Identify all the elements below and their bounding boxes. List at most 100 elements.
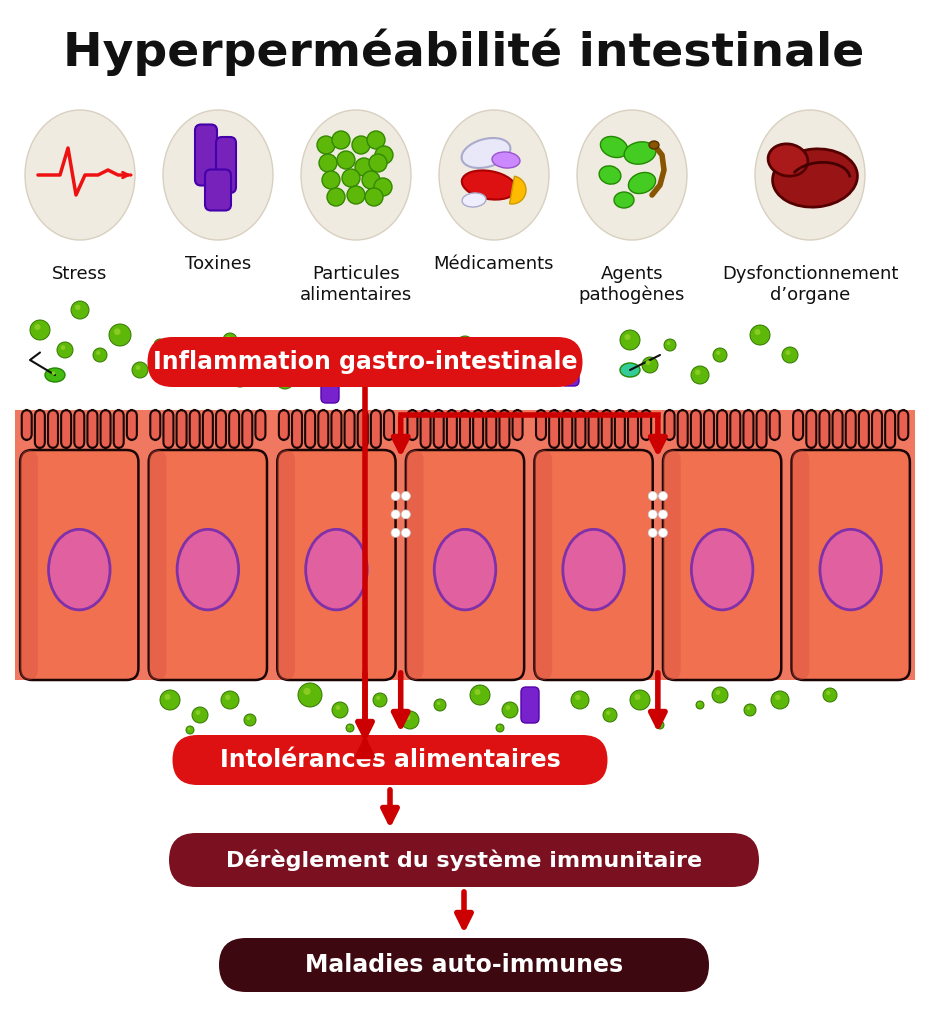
FancyBboxPatch shape (321, 367, 339, 403)
Circle shape (227, 362, 251, 387)
FancyBboxPatch shape (150, 410, 161, 440)
FancyBboxPatch shape (690, 410, 700, 449)
Circle shape (648, 510, 656, 519)
FancyBboxPatch shape (277, 450, 295, 680)
Circle shape (314, 344, 326, 356)
Circle shape (259, 349, 265, 355)
FancyBboxPatch shape (588, 410, 598, 449)
Circle shape (187, 728, 190, 730)
FancyBboxPatch shape (664, 410, 674, 440)
Circle shape (666, 341, 670, 345)
Circle shape (254, 345, 275, 365)
Circle shape (347, 726, 350, 728)
Ellipse shape (576, 110, 687, 240)
Ellipse shape (562, 529, 624, 610)
FancyBboxPatch shape (897, 410, 908, 440)
Text: Agents
pathogènes: Agents pathogènes (578, 265, 685, 304)
Ellipse shape (599, 136, 627, 158)
Text: Particules
alimentaires: Particules alimentaires (300, 265, 412, 304)
Circle shape (822, 688, 836, 702)
Circle shape (335, 706, 340, 710)
Bar (15, 410, 914, 680)
Circle shape (574, 694, 580, 700)
FancyBboxPatch shape (344, 410, 354, 449)
Circle shape (114, 329, 121, 335)
Circle shape (496, 724, 504, 732)
FancyBboxPatch shape (163, 410, 174, 449)
Circle shape (135, 366, 140, 370)
FancyBboxPatch shape (818, 410, 829, 449)
FancyBboxPatch shape (884, 410, 895, 449)
Circle shape (295, 355, 300, 360)
Circle shape (109, 324, 131, 346)
FancyBboxPatch shape (148, 450, 266, 680)
FancyBboxPatch shape (406, 450, 523, 680)
Circle shape (456, 336, 473, 354)
Circle shape (318, 154, 337, 172)
FancyBboxPatch shape (521, 687, 538, 723)
Circle shape (279, 375, 285, 380)
Circle shape (49, 369, 61, 381)
Circle shape (391, 492, 400, 501)
FancyBboxPatch shape (640, 410, 651, 440)
Circle shape (52, 372, 56, 375)
Circle shape (367, 131, 384, 150)
FancyBboxPatch shape (370, 410, 380, 449)
FancyBboxPatch shape (535, 410, 546, 440)
FancyBboxPatch shape (61, 410, 71, 449)
Circle shape (711, 687, 728, 703)
Ellipse shape (25, 110, 135, 240)
FancyBboxPatch shape (304, 410, 315, 449)
Ellipse shape (619, 362, 639, 377)
FancyBboxPatch shape (87, 410, 97, 449)
Circle shape (347, 186, 365, 204)
FancyBboxPatch shape (216, 137, 236, 193)
Circle shape (425, 355, 430, 360)
FancyBboxPatch shape (534, 450, 551, 680)
FancyBboxPatch shape (74, 410, 84, 449)
Circle shape (221, 691, 238, 709)
Ellipse shape (492, 152, 520, 168)
Ellipse shape (439, 110, 548, 240)
Circle shape (657, 723, 660, 725)
Circle shape (401, 711, 419, 729)
Ellipse shape (305, 529, 367, 610)
FancyBboxPatch shape (48, 410, 58, 449)
FancyBboxPatch shape (574, 410, 585, 449)
FancyBboxPatch shape (663, 450, 680, 680)
FancyBboxPatch shape (858, 410, 868, 449)
Circle shape (401, 528, 410, 538)
FancyBboxPatch shape (459, 410, 470, 449)
FancyBboxPatch shape (512, 410, 522, 440)
Ellipse shape (624, 141, 655, 164)
FancyBboxPatch shape (601, 410, 611, 449)
Circle shape (226, 336, 230, 340)
FancyBboxPatch shape (561, 354, 578, 386)
Text: Stress: Stress (52, 265, 108, 283)
FancyBboxPatch shape (127, 410, 136, 440)
FancyBboxPatch shape (242, 410, 252, 449)
Circle shape (342, 169, 360, 187)
FancyBboxPatch shape (677, 410, 687, 449)
Circle shape (697, 702, 700, 705)
Circle shape (391, 510, 400, 519)
Ellipse shape (461, 170, 516, 200)
FancyBboxPatch shape (357, 410, 367, 449)
Circle shape (444, 369, 456, 381)
Circle shape (641, 357, 657, 373)
Circle shape (132, 362, 148, 378)
Text: Maladies auto-immunes: Maladies auto-immunes (304, 953, 623, 977)
FancyBboxPatch shape (195, 125, 217, 185)
FancyBboxPatch shape (871, 410, 881, 449)
Ellipse shape (613, 193, 633, 208)
Circle shape (497, 726, 499, 728)
FancyBboxPatch shape (189, 410, 200, 449)
Circle shape (373, 693, 387, 707)
FancyBboxPatch shape (831, 410, 842, 449)
FancyBboxPatch shape (277, 450, 395, 680)
Circle shape (368, 154, 387, 172)
Ellipse shape (433, 529, 496, 610)
Circle shape (785, 350, 790, 355)
Circle shape (629, 690, 650, 710)
Ellipse shape (690, 529, 752, 610)
